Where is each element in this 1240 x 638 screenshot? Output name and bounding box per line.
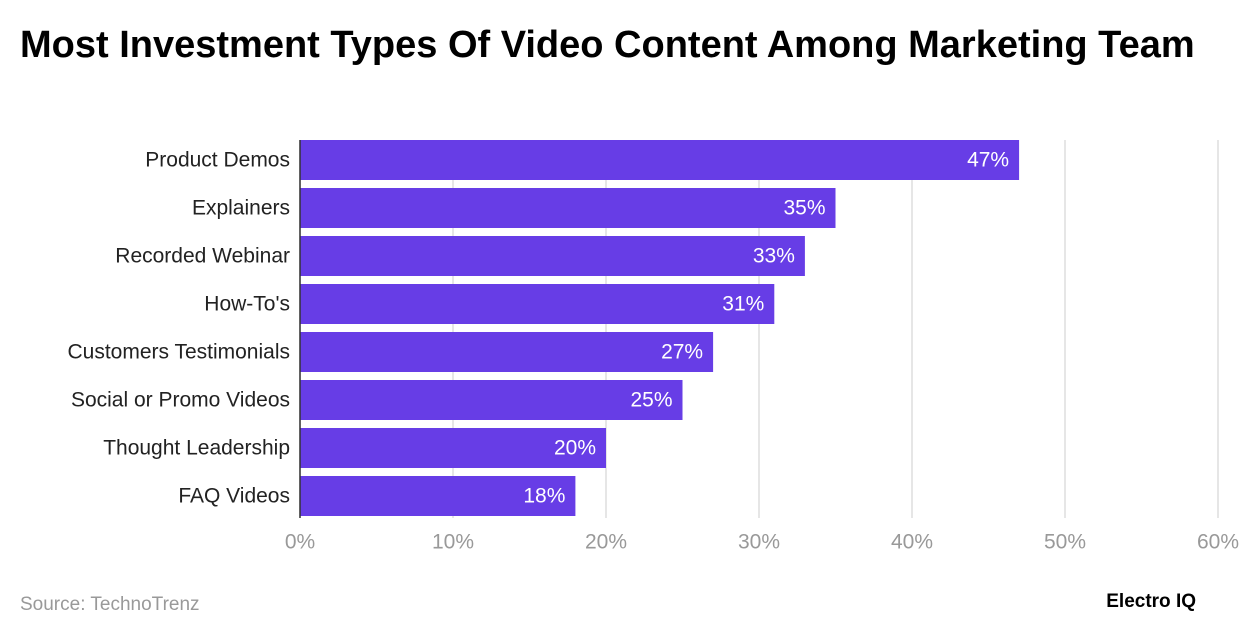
y-tick-label: How-To's	[204, 293, 290, 316]
bar	[300, 476, 576, 516]
value-label: 35%	[783, 197, 825, 220]
value-label: 31%	[722, 293, 764, 316]
value-label: 33%	[753, 245, 795, 268]
value-label: 18%	[523, 485, 565, 508]
bar	[300, 284, 775, 324]
x-tick-label: 20%	[585, 531, 627, 554]
bar	[300, 332, 714, 372]
y-tick-label: Thought Leadership	[103, 437, 290, 460]
y-tick-label: Social or Promo Videos	[71, 389, 290, 412]
bar	[300, 140, 1020, 180]
x-tick-label: 0%	[285, 531, 315, 554]
value-label: 27%	[661, 341, 703, 364]
bar	[300, 380, 683, 420]
value-label: 25%	[630, 389, 672, 412]
brand: Electro IQ	[1106, 591, 1196, 612]
bar	[300, 188, 836, 228]
chart-title: Most Investment Types Of Video Content A…	[20, 24, 1195, 66]
x-tick-label: 60%	[1197, 531, 1239, 554]
y-tick-label: Explainers	[192, 197, 290, 220]
y-tick-label: Recorded Webinar	[115, 245, 290, 268]
y-tick-label: FAQ Videos	[178, 485, 290, 508]
x-tick-label: 50%	[1044, 531, 1086, 554]
bar	[300, 236, 805, 276]
y-tick-label: Product Demos	[145, 149, 290, 172]
y-tick-label: Customers Testimonials	[67, 341, 290, 364]
value-label: 47%	[967, 149, 1009, 172]
x-tick-label: 10%	[432, 531, 474, 554]
value-label: 20%	[554, 437, 596, 460]
x-tick-label: 30%	[738, 531, 780, 554]
source: Source: TechnoTrenz	[20, 594, 200, 615]
bar	[300, 428, 606, 468]
x-tick-label: 40%	[891, 531, 933, 554]
